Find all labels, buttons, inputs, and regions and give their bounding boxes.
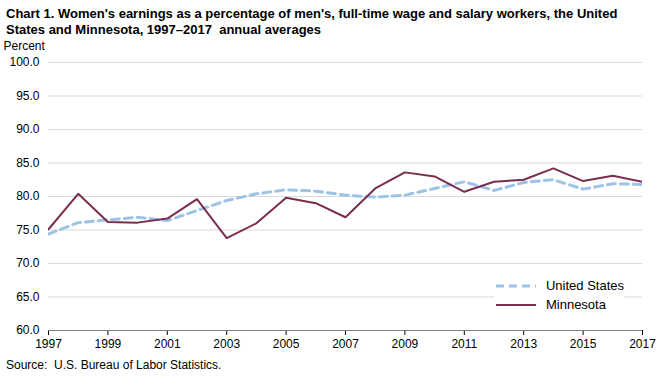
svg-text:2001: 2001 bbox=[154, 337, 181, 351]
svg-text:95.0: 95.0 bbox=[16, 89, 40, 103]
svg-text:75.0: 75.0 bbox=[16, 223, 40, 237]
svg-text:60.0: 60.0 bbox=[16, 323, 40, 337]
svg-text:2013: 2013 bbox=[510, 337, 537, 351]
svg-text:2017: 2017 bbox=[629, 337, 656, 351]
html-text:Source: U.S. Bureau of Labor S: Source: U.S. Bureau of Labor Statistics. bbox=[6, 358, 222, 372]
svg-text:2007: 2007 bbox=[332, 337, 359, 351]
svg-text:1999: 1999 bbox=[95, 337, 122, 351]
svg-text:80.0: 80.0 bbox=[16, 189, 40, 203]
svg-text:2005: 2005 bbox=[273, 337, 300, 351]
svg-text:90.0: 90.0 bbox=[16, 122, 40, 136]
svg-text:2003: 2003 bbox=[213, 337, 240, 351]
svg-text:70.0: 70.0 bbox=[16, 256, 40, 270]
html-text:Chart 1. Women's earnings as a: Chart 1. Women's earnings as a percentag… bbox=[6, 6, 621, 37]
svg-text:2011: 2011 bbox=[451, 337, 477, 351]
html-text:United States: United States bbox=[546, 278, 624, 293]
html-text:Minnesota: Minnesota bbox=[546, 297, 606, 312]
svg-text:85.0: 85.0 bbox=[16, 156, 40, 170]
svg-text:2009: 2009 bbox=[392, 337, 419, 351]
svg-text:100.0: 100.0 bbox=[9, 55, 39, 69]
svg-text:65.0: 65.0 bbox=[16, 290, 40, 304]
svg-text:2015: 2015 bbox=[570, 337, 597, 351]
svg-text:Percent: Percent bbox=[4, 39, 46, 53]
svg-text:1997: 1997 bbox=[35, 337, 62, 351]
